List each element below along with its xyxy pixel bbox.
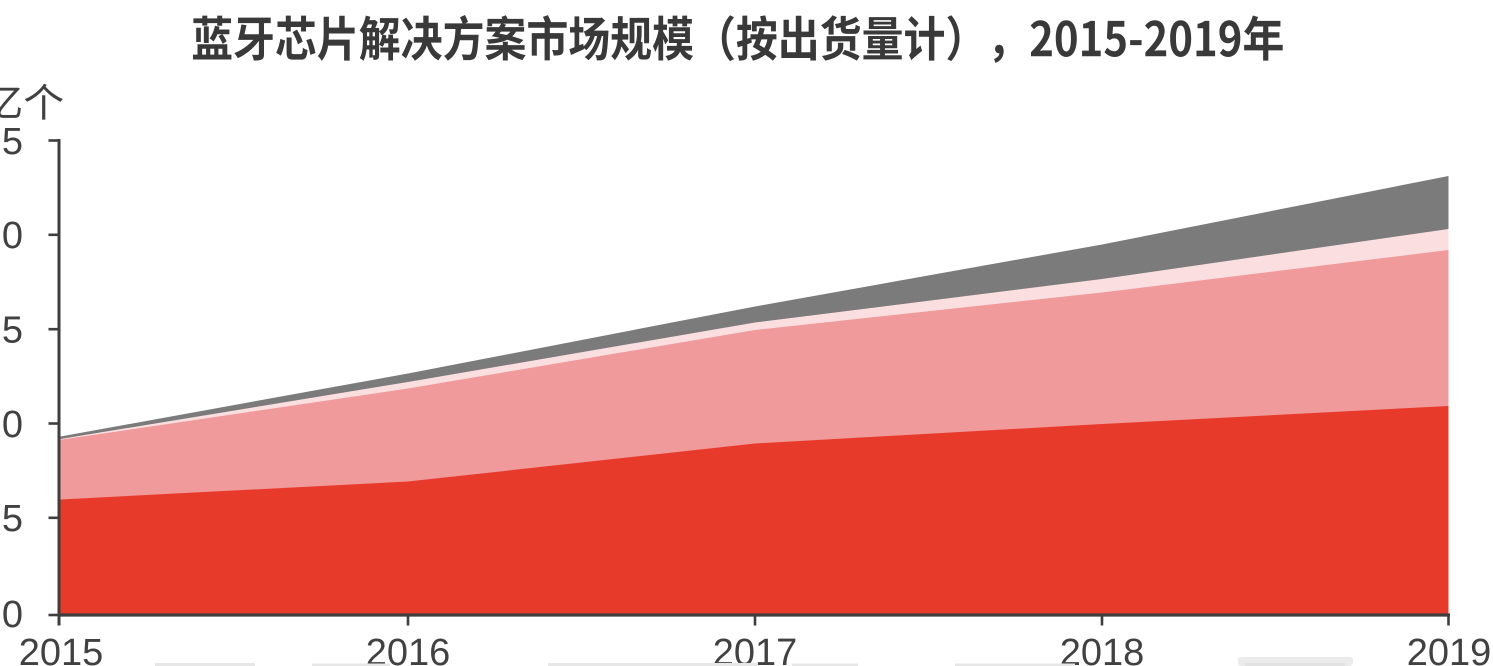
svg-text:2015: 2015 — [19, 632, 104, 666]
svg-text:2018: 2018 — [1060, 632, 1145, 666]
svg-text:20: 20 — [0, 215, 23, 257]
svg-text:25: 25 — [0, 121, 23, 163]
svg-text:2019: 2019 — [1407, 632, 1492, 666]
svg-text:5: 5 — [2, 498, 23, 540]
svg-text:2017: 2017 — [713, 632, 798, 666]
svg-text:2016: 2016 — [366, 632, 451, 666]
svg-text:10: 10 — [0, 404, 23, 446]
svg-text:0: 0 — [2, 594, 23, 636]
svg-text:15: 15 — [0, 310, 23, 352]
